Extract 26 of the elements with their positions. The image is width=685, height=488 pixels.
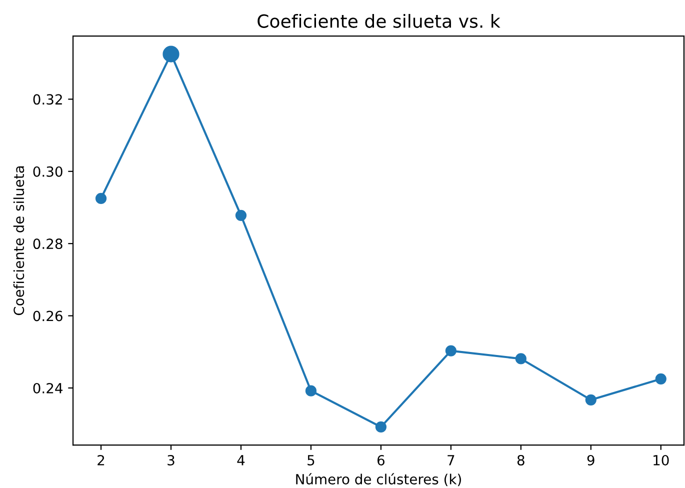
- point: [95, 192, 107, 204]
- point: [305, 385, 317, 396]
- x-tick-label: 6: [378, 454, 384, 466]
- x-tick-label: 3: [168, 454, 174, 466]
- y-tick-label: 0.30: [33, 166, 62, 177]
- point: [585, 394, 596, 406]
- y-tick-label: 0.24: [33, 382, 63, 394]
- point: [375, 421, 386, 433]
- point: [655, 373, 666, 385]
- x-tick-label: 8: [517, 454, 524, 466]
- y-tick-label: 0.28: [33, 238, 62, 250]
- x-tick-label: 9: [587, 454, 594, 466]
- y-tick-label: 0.32: [33, 94, 62, 105]
- y-axis-title: Coeficiente de silueta: [13, 166, 24, 316]
- x-tick-label: 10: [654, 454, 669, 466]
- point: [235, 210, 247, 221]
- point: [162, 46, 180, 62]
- x-tick-label: 7: [448, 455, 454, 466]
- y-tick-label: 0.26: [33, 310, 62, 322]
- x-tick-label: 2: [98, 454, 104, 466]
- x-tick-label: 4: [237, 455, 245, 466]
- x-axis-title: Número de clústeres (k): [296, 473, 461, 486]
- chart-title: Coeficiente de silueta vs. k: [258, 14, 500, 28]
- point: [445, 345, 456, 356]
- x-tick-label: 5: [308, 455, 314, 466]
- point: [515, 353, 526, 364]
